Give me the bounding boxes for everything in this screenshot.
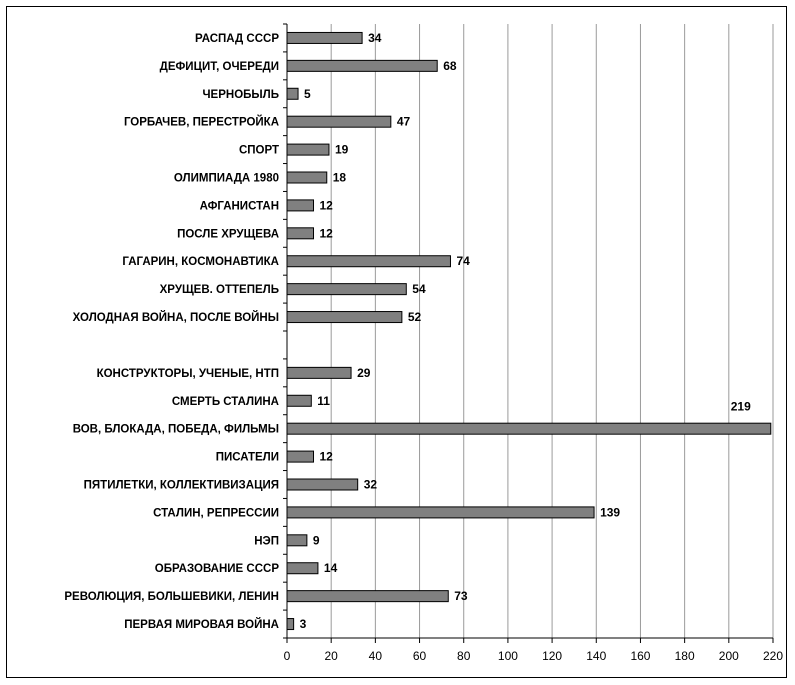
data-label: 54 <box>412 282 426 296</box>
category-label: ЧЕРНОБЫЛЬ <box>202 89 279 101</box>
category-label: ПЯТИЛЕТКИ, КОЛЛЕКТИВИЗАЦИЯ <box>84 480 279 492</box>
data-label: 139 <box>600 505 620 519</box>
category-label: ХОЛОДНАЯ ВОЙНА, ПОСЛЕ ВОЙНЫ <box>73 311 279 324</box>
x-tick-label: 160 <box>630 649 650 663</box>
category-label: ПОСЛЕ ХРУЩЕВА <box>177 228 279 240</box>
category-label: РЕВОЛЮЦИЯ, БОЛЬШЕВИКИ, ЛЕНИН <box>64 591 279 603</box>
data-label: 73 <box>454 589 468 603</box>
category-label: АФГАНИСТАН <box>200 200 279 212</box>
data-label: 3 <box>300 617 307 631</box>
bar <box>286 115 392 128</box>
category-label: ДЕФИЦИТ, ОЧЕРЕДИ <box>160 61 279 73</box>
x-tick-label: 120 <box>542 649 562 663</box>
category-label: ГОРБАЧЕВ, ПЕРЕСТРОЙКА <box>124 116 279 129</box>
category-label: СМЕРТЬ СТАЛИНА <box>172 396 279 408</box>
bar <box>286 562 319 575</box>
data-label: 9 <box>313 533 320 547</box>
bar <box>286 422 772 435</box>
data-label: 219 <box>731 400 751 414</box>
bar <box>286 394 312 407</box>
bar <box>286 311 403 324</box>
data-label: 14 <box>324 561 338 575</box>
data-label: 19 <box>335 143 349 157</box>
category-label: НЭП <box>254 535 279 547</box>
x-tick-label: 100 <box>498 649 518 663</box>
category-labels: РАСПАД СССР 34 ДЕФИЦИТ, ОЧЕРЕДИ 68 ЧЕРНОБЫЛЬ… <box>64 31 751 631</box>
data-label: 5 <box>304 87 311 101</box>
bar <box>286 227 315 240</box>
axes <box>283 23 774 643</box>
category-label: ОЛИМПИАДА 1980 <box>174 173 279 185</box>
x-tick-label: 20 <box>325 649 339 663</box>
data-label: 11 <box>317 394 330 408</box>
x-tick-label: 0 <box>284 649 291 663</box>
data-label: 32 <box>364 478 378 492</box>
bar-chart: РАСПАД СССР 34 ДЕФИЦИТ, ОЧЕРЕДИ 68 ЧЕРНОБЫЛЬ… <box>64 23 784 663</box>
data-label: 74 <box>456 254 470 268</box>
bar <box>286 31 363 44</box>
bar <box>286 618 295 631</box>
data-label: 68 <box>443 59 457 73</box>
bars <box>286 31 772 631</box>
tick-labels: 0 20 40 60 80 100 120 140 160 180 200 220 <box>284 649 784 663</box>
bar <box>286 450 315 463</box>
chart-frame: РАСПАД СССР 34 ДЕФИЦИТ, ОЧЕРЕДИ 68 ЧЕРНОБЫЛЬ… <box>6 6 787 678</box>
data-label: 12 <box>320 226 334 240</box>
data-label: 47 <box>397 115 411 129</box>
bar <box>286 59 438 72</box>
x-tick-label: 140 <box>586 649 606 663</box>
bar <box>286 283 407 296</box>
x-tick-label: 180 <box>675 649 695 663</box>
bar <box>286 199 315 212</box>
x-tick-label: 60 <box>413 649 427 663</box>
data-label: 18 <box>333 171 347 185</box>
category-label: ХРУЩЕВ. ОТТЕПЕЛЬ <box>160 284 279 296</box>
bar <box>286 87 299 100</box>
data-label: 12 <box>320 450 334 464</box>
x-tick-label: 40 <box>369 649 383 663</box>
category-label: СТАЛИН, РЕПРЕССИИ <box>153 507 279 519</box>
category-label: РАСПАД СССР <box>195 33 279 45</box>
data-label: 29 <box>357 366 371 380</box>
category-label: ПЕРВАЯ МИРОВАЯ ВОЙНА <box>124 618 279 631</box>
bar <box>286 255 451 268</box>
bar <box>286 366 352 379</box>
category-label: ГАГАРИН, КОСМОНАВТИКА <box>122 256 279 268</box>
bar <box>286 506 595 519</box>
bar <box>286 478 359 491</box>
category-label: ВОВ, БЛОКАДА, ПОБЕДА, ФИЛЬМЫ <box>73 424 279 436</box>
data-label: 12 <box>320 198 334 212</box>
category-label: ОБРАЗОВАНИЕ СССР <box>155 563 280 575</box>
category-label: ПИСАТЕЛИ <box>216 452 279 464</box>
bar <box>286 143 330 156</box>
x-tick-label: 220 <box>763 649 783 663</box>
x-tick-label: 80 <box>457 649 471 663</box>
data-label: 34 <box>368 31 382 45</box>
category-label: КОНСТРУКТОРЫ, УЧЕНЫЕ, НТП <box>97 368 279 380</box>
bar <box>286 171 328 184</box>
bar <box>286 534 308 547</box>
x-tick-label: 200 <box>719 649 739 663</box>
category-label: СПОРТ <box>239 145 279 157</box>
bar <box>286 590 449 603</box>
data-label: 52 <box>408 310 422 324</box>
